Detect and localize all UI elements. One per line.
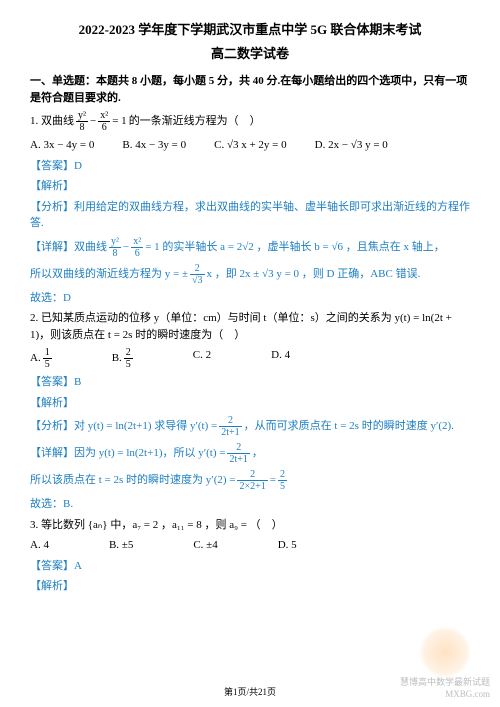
q1-frac1-num: y² bbox=[76, 110, 88, 122]
q1-xiangjie: 【详解】双曲线 y² 8 − x² 6 = 1 的实半轴长 a = 2√2 ，虚… bbox=[30, 236, 470, 259]
q2-l2a: 所以该质点在 t = 2s 时的瞬时速度为 y′(2) = bbox=[30, 472, 235, 489]
q1-l2-num: 2 bbox=[190, 263, 205, 275]
q2-xj-den: 2t+1 bbox=[227, 454, 249, 465]
q2-b-num: 2 bbox=[124, 347, 133, 359]
q2-options: A. 1 5 B. 2 5 C. 2 D. 4 bbox=[30, 347, 470, 370]
q2-a-num: 1 bbox=[43, 347, 52, 359]
q2-a-den: 5 bbox=[43, 359, 52, 370]
q3-stem: 3. 等比数列 {aₙ} 中，a₇ = 2 ，a₁₁ = 8 ，则 a₉ = （… bbox=[30, 517, 470, 534]
q2-l2-eq: = bbox=[270, 472, 276, 489]
q2-l2-frac1: 2 2×2+1 bbox=[237, 469, 267, 492]
q2-xj-num: 2 bbox=[227, 442, 249, 454]
q2-xj-frac: 2 2t+1 bbox=[227, 442, 249, 465]
q2-line2: 所以该质点在 t = 2s 时的瞬时速度为 y′(2) = 2 2×2+1 = … bbox=[30, 469, 470, 492]
q2-b-den: 5 bbox=[124, 359, 133, 370]
q1-xj-f1n: y² bbox=[109, 236, 121, 248]
q1-l2-den: √3 bbox=[190, 275, 205, 286]
q3-opt-b: B. ±5 bbox=[109, 537, 133, 554]
q1-guxuan: 故选：D bbox=[30, 290, 470, 307]
q2-guxuan: 故选：B. bbox=[30, 496, 470, 513]
q1-frac2-num: x² bbox=[98, 110, 110, 122]
q2-fx-pre: 【分析】对 y(t) = ln(2t+1) 求导得 y′(t) = bbox=[30, 418, 217, 435]
q2-l2-d1: 2×2+1 bbox=[237, 481, 267, 492]
q2-xj-suf: ， bbox=[252, 445, 263, 462]
q1-opt-d: D. 2x − √3 y = 0 bbox=[315, 137, 388, 154]
q3-options: A. 4 B. ±5 C. ±4 D. 5 bbox=[30, 537, 470, 554]
q1-xj-f1d: 8 bbox=[109, 248, 121, 259]
q1-frac1: y² 8 bbox=[76, 110, 88, 133]
q1-xj-f2d: 6 bbox=[131, 248, 143, 259]
q2-xiangjie: 【详解】因为 y(t) = ln(2t+1)，所以 y′(t) = 2 2t+1… bbox=[30, 442, 470, 465]
q2-l2-n2: 2 bbox=[278, 469, 287, 481]
q1-xj-frac2: x² 6 bbox=[131, 236, 143, 259]
q3-answer: 【答案】A bbox=[30, 558, 470, 575]
q1-xj-frac1: y² 8 bbox=[109, 236, 121, 259]
q2-opt-a: A. 1 5 bbox=[30, 347, 52, 370]
q2-l2-frac2: 2 5 bbox=[278, 469, 287, 492]
q2-fx-suf: ，从而可求质点在 t = 2s 时的瞬时速度 y′(2). bbox=[244, 418, 454, 435]
q2-stem: 2. 已知某质点运动的位移 y（单位：cm）与时间 t（单位：s）之间的关系为 … bbox=[30, 310, 470, 343]
q2-fenxi: 【分析】对 y(t) = ln(2t+1) 求导得 y′(t) = 2 2t+1… bbox=[30, 415, 470, 438]
watermark-stamp-icon bbox=[420, 627, 470, 677]
q1-line2: 所以双曲线的渐近线方程为 y = ± 2 √3 x ，即 2x ± √3 y =… bbox=[30, 263, 470, 286]
section-instruction: 一、单选题：本题共 8 小题，每小题 5 分，共 40 分.在每小题给出的四个选… bbox=[30, 73, 470, 106]
title-line2: 高二数学试卷 bbox=[30, 44, 470, 64]
watermark-url: MXBG.com bbox=[445, 688, 490, 702]
q1-minus: − bbox=[90, 113, 96, 130]
q3-opt-c: C. ±4 bbox=[193, 537, 217, 554]
q2-jiexi: 【解析】 bbox=[30, 395, 470, 412]
q2-opt-d: D. 4 bbox=[271, 347, 290, 370]
q1-xj-f2n: x² bbox=[131, 236, 143, 248]
q2-l2-n1: 2 bbox=[237, 469, 267, 481]
q1-options: A. 3x − 4y = 0 B. 4x − 3y = 0 C. √3 x + … bbox=[30, 137, 470, 154]
q1-xj-eq: = 1 的实半轴长 a = 2√2 ，虚半轴长 b = √6 ，且焦点在 x 轴… bbox=[145, 239, 445, 256]
q3-opt-d: D. 5 bbox=[278, 537, 297, 554]
q2-b-pre: B. bbox=[112, 350, 122, 367]
page-body: 2022-2023 学年度下学期武汉市重点中学 5G 联合体期末考试 高二数学试… bbox=[0, 0, 500, 609]
q1-xj-minus: − bbox=[123, 239, 129, 256]
q1-suffix: 的一条渐近线方程为（ ） bbox=[129, 113, 261, 130]
q1-l2b: x ，即 2x ± √3 y = 0 ，则 D 正确，ABC 错误. bbox=[207, 266, 421, 283]
q2-a-frac: 1 5 bbox=[43, 347, 52, 370]
q2-l2-d2: 5 bbox=[278, 481, 287, 492]
q1-l2-frac: 2 √3 bbox=[190, 263, 205, 286]
q1-frac2-den: 6 bbox=[98, 122, 110, 133]
title-line1: 2022-2023 学年度下学期武汉市重点中学 5G 联合体期末考试 bbox=[30, 20, 470, 40]
q2-fx-den: 2t+1 bbox=[219, 427, 241, 438]
q1-opt-c: C. √3 x + 2y = 0 bbox=[214, 137, 287, 154]
q2-fx-num: 2 bbox=[219, 415, 241, 427]
q2-a-pre: A. bbox=[30, 350, 41, 367]
q3-opt-a: A. 4 bbox=[30, 537, 49, 554]
q2-xj-pre: 【详解】因为 y(t) = ln(2t+1)，所以 y′(t) = bbox=[30, 445, 225, 462]
q1-frac2: x² 6 bbox=[98, 110, 110, 133]
q1-answer: 【答案】D bbox=[30, 158, 470, 175]
q1-stem: 1. 双曲线 y² 8 − x² 6 = 1 的一条渐近线方程为（ ） bbox=[30, 110, 470, 133]
q2-fx-frac: 2 2t+1 bbox=[219, 415, 241, 438]
q3-jiexi: 【解析】 bbox=[30, 578, 470, 595]
q1-eq: = 1 bbox=[112, 113, 126, 130]
q1-frac1-den: 8 bbox=[76, 122, 88, 133]
q1-prefix: 1. 双曲线 bbox=[30, 113, 74, 130]
q1-xj-prefix: 【详解】双曲线 bbox=[30, 239, 107, 256]
q1-opt-b: B. 4x − 3y = 0 bbox=[122, 137, 186, 154]
q1-opt-a: A. 3x − 4y = 0 bbox=[30, 137, 94, 154]
q2-opt-b: B. 2 5 bbox=[112, 347, 133, 370]
q2-b-frac: 2 5 bbox=[124, 347, 133, 370]
q1-jiexi: 【解析】 bbox=[30, 178, 470, 195]
q2-answer: 【答案】B bbox=[30, 374, 470, 391]
q1-fenxi: 【分析】利用给定的双曲线方程，求出双曲线的实半轴、虚半轴长即可求出渐近线的方程作… bbox=[30, 199, 470, 232]
q2-opt-c: C. 2 bbox=[193, 347, 211, 370]
q1-l2a: 所以双曲线的渐近线方程为 y = ± bbox=[30, 266, 188, 283]
